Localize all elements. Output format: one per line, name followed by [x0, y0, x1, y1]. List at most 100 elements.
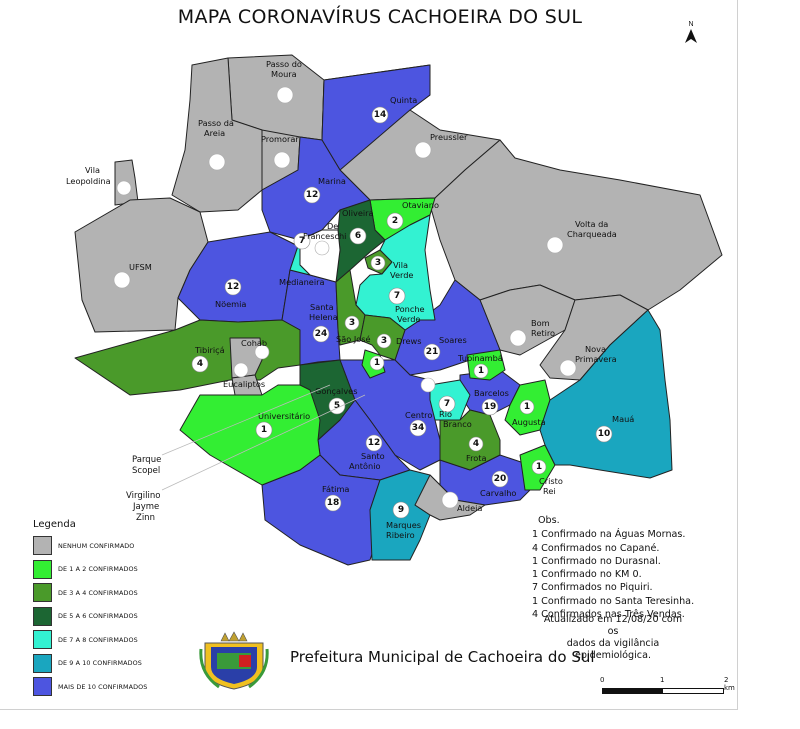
count-rio-branco: 7: [444, 399, 450, 409]
label-bom-retiro-2: Retiro: [531, 328, 555, 338]
marker-centro-extra: [420, 377, 436, 393]
count-marker: [349, 227, 367, 245]
label-fatima: Fátima: [322, 484, 349, 494]
marker-promorar: [273, 151, 291, 169]
label-otaviano: Otaviano: [402, 200, 439, 210]
count-carvalho: 20: [494, 474, 507, 484]
legend-item: NENHUM CONFIRMADO: [33, 534, 147, 558]
marker-ufsm: [113, 271, 131, 289]
label-preussler: Preussler: [430, 132, 468, 142]
label-passo-do-moura-2: Moura: [271, 69, 297, 79]
region-passo-da-areia[interactable]: [171, 57, 263, 213]
count-marker: [519, 399, 535, 415]
count-marker: [370, 255, 386, 271]
obs-title: Obs.: [538, 515, 560, 526]
count-oliveira: 6: [355, 231, 361, 241]
label-vila-verde-2: Verde: [390, 270, 413, 280]
count-centro: 34: [412, 423, 425, 433]
label-goncalves: Gonçalves: [315, 386, 358, 396]
count-soares: 21: [426, 347, 439, 357]
label-augusta: Augusta: [512, 417, 546, 427]
count-marker: [344, 315, 360, 331]
side-label-virgilino-2: Jayme: [132, 502, 159, 512]
legend-item: DE 1 A 2 CONFIRMADOS: [33, 558, 147, 582]
count-barcelos: 19: [484, 402, 497, 412]
label-rio-branco-1: Rio: [439, 409, 452, 419]
count-marker: [376, 333, 392, 349]
count-ponche-verde: 7: [394, 291, 400, 301]
north-arrow: N: [683, 21, 699, 46]
obs-line: 4 Confirmados nas Três Vendas.: [532, 609, 685, 621]
legend-label: DE 3 A 4 CONFIRMADOS: [58, 588, 138, 597]
count-marker: [481, 398, 499, 416]
label-volta-charqueada-2: Charqueada: [567, 229, 617, 239]
count-augusta: 1: [524, 402, 530, 412]
label-santo-antonio-2: Antônio: [349, 461, 380, 471]
scale-segment: [662, 688, 724, 694]
label-rio-branco-2: Branco: [443, 419, 472, 429]
count-marker: [392, 501, 410, 519]
count-marker: [293, 232, 311, 250]
side-label-parque-2: Scopel: [132, 466, 160, 476]
label-tibirica: Tibiriçá: [194, 345, 225, 355]
count-marina: 12: [306, 190, 319, 200]
count-marker: [386, 212, 404, 230]
legend-label: DE 7 A 8 CONFIRMADOS: [58, 635, 138, 644]
count-marker: [388, 287, 406, 305]
label-promorar: Promorar: [261, 134, 299, 144]
label-ufsm: UFSM: [129, 262, 152, 272]
legend-rows: NENHUM CONFIRMADO DE 1 A 2 CONFIRMADOS D…: [33, 534, 147, 699]
side-label-virgilino-1: Virgilino: [126, 491, 160, 501]
legend-item: MAIS DE 10 CONFIRMADOS: [33, 675, 147, 699]
count-goncalves: 5: [334, 401, 340, 411]
region-goncalves[interactable]: [299, 359, 356, 441]
label-carvalho: Carvalho: [480, 488, 516, 498]
legend-label: DE 1 A 2 CONFIRMADOS: [58, 565, 138, 574]
obs-line: 1 Confirmado na Águas Mornas.: [532, 529, 686, 541]
count-santa-helena: 24: [315, 329, 328, 339]
label-quinta: Quinta: [390, 95, 417, 105]
marker-eucaliptos: [233, 362, 249, 378]
scale-label-1: 1: [660, 676, 665, 684]
label-maua: Mauá: [612, 414, 634, 424]
label-soares: Soares: [439, 335, 467, 345]
count-marker: [595, 425, 613, 443]
obs-line: 1 Confirmado no Durasnal.: [532, 555, 661, 567]
count-marker: [473, 363, 489, 379]
count-marker: [491, 470, 509, 488]
side-label-parque-1: Parque: [132, 455, 161, 465]
label-vila-leopoldina-2: Leopoldina: [66, 176, 111, 186]
count-marker: [365, 434, 383, 452]
legend-swatch: [33, 606, 52, 626]
label-passo-da-areia-2: Areia: [204, 128, 225, 138]
legend-item: DE 9 A 10 CONFIRMADOS: [33, 652, 147, 676]
marker-de-franceschi: [314, 240, 330, 256]
label-oliveira: Oliveira: [342, 208, 374, 218]
marker-cohab: [254, 344, 270, 360]
label-frota: Frota: [466, 453, 487, 463]
label-marques-ribeiro-2: Ribeiro: [386, 530, 415, 540]
count-marker: [255, 421, 273, 439]
label-passo-do-moura-1: Passo do: [266, 59, 302, 69]
count-marker: [423, 343, 441, 361]
region-maua[interactable]: [539, 309, 673, 479]
label-de-franceschi-1: De: [327, 221, 338, 231]
count-marker: [191, 355, 209, 373]
label-passo-da-areia-1: Passo da: [198, 118, 234, 128]
legend-label: MAIS DE 10 CONFIRMADOS: [58, 682, 148, 691]
count-marker: [224, 278, 242, 296]
side-label-virgilino-3: Zinn: [136, 513, 155, 523]
legend: Legenda NENHUM CONFIRMADO DE 1 A 2 CONFI…: [33, 519, 147, 699]
label-ponche-verde-1: Ponche: [395, 304, 425, 314]
north-arrow-icon: [685, 29, 697, 43]
count-marques-ribeiro: 9: [398, 505, 404, 515]
count-marker: [409, 419, 427, 437]
count-marker: [369, 355, 385, 371]
count-maua: 10: [598, 429, 611, 439]
label-cristo-rei-1: Cristo: [539, 476, 563, 486]
label-bom-retiro-1: Bom: [531, 318, 550, 328]
leader-parque-scopel: [161, 384, 331, 456]
map-title: MAPA CORONAVÍRUS CACHOEIRA DO SUL: [177, 6, 583, 28]
count-fatima: 18: [327, 498, 340, 508]
